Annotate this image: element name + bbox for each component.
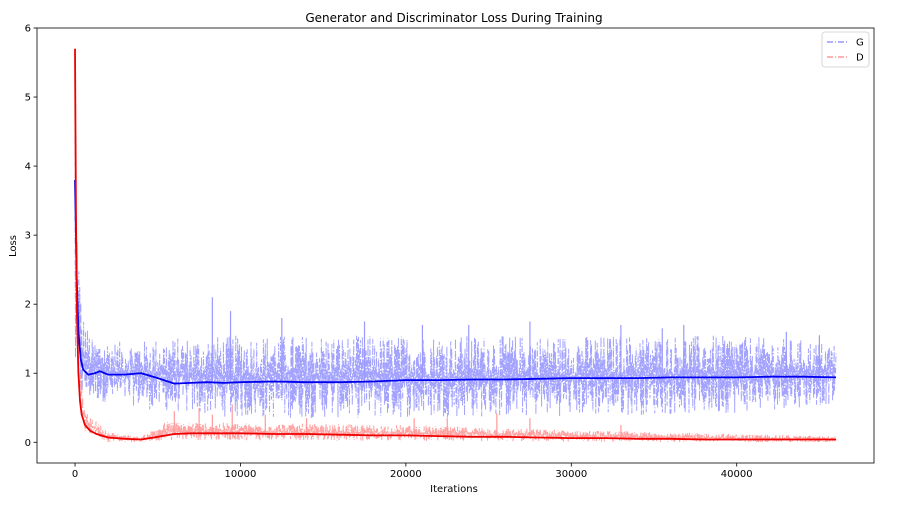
x-tick-label: 40000 <box>721 469 753 480</box>
series-d-smooth-line <box>74 48 836 441</box>
axes: 0 10000 20000 30000 40000 0 1 2 3 4 5 6 <box>25 24 875 480</box>
series-d <box>74 116 837 443</box>
x-tick-label: 20000 <box>390 469 422 480</box>
x-tick-label: 10000 <box>225 469 257 480</box>
legend-box <box>821 31 870 68</box>
chart-title: Generator and Discriminator Loss During … <box>305 11 602 25</box>
x-axis-label: Iterations <box>430 484 478 495</box>
y-axis-label: Loss <box>8 235 19 257</box>
plot-frame <box>36 27 875 464</box>
y-tick-label: 3 <box>25 231 31 242</box>
legend-label-g: G <box>856 38 864 49</box>
y-tick-label: 0 <box>25 438 31 449</box>
y-tick-label: 1 <box>25 369 31 380</box>
x-tick-label: 0 <box>72 469 78 480</box>
x-tick-label: 30000 <box>555 469 587 480</box>
series-g-smooth-line <box>74 179 837 385</box>
y-tick-label: 6 <box>25 24 31 35</box>
series-d-raw-line <box>74 116 837 443</box>
legend-label-d: D <box>856 53 864 64</box>
y-tick-label: 4 <box>25 162 31 173</box>
plot-body <box>74 48 837 443</box>
legend: GD <box>821 31 870 68</box>
plot-area <box>74 48 837 443</box>
y-tick-label: 2 <box>25 300 31 311</box>
y-tick-label: 5 <box>25 93 31 104</box>
